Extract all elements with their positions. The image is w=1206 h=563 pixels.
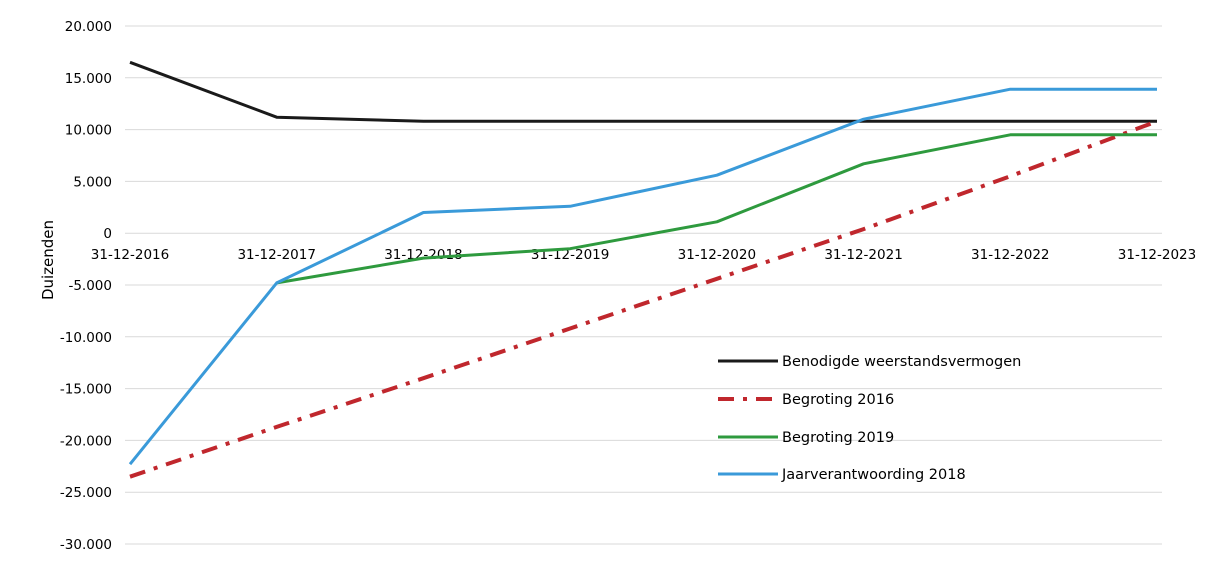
series-line-3: [128, 87, 1157, 466]
x-tick-label: 31-12-2016: [91, 247, 169, 263]
x-tick-label: 31-12-2021: [824, 247, 902, 263]
y-tick-label: -25.000: [60, 485, 112, 501]
legend-label: Begroting 2019: [782, 430, 894, 446]
series-line-1: [129, 119, 1158, 479]
x-tick-label: 31-12-2018: [384, 247, 462, 263]
x-tick-label: 31-12-2020: [678, 247, 756, 263]
legend-label: Begroting 2016: [782, 392, 894, 408]
y-tick-label: 20.000: [65, 19, 112, 35]
y-tick-label: 15.000: [65, 71, 112, 87]
y-tick-label: 0: [103, 226, 112, 242]
legend: Benodigde weerstandsvermogen Begroting 20…: [718, 354, 1021, 483]
y-tick-label: 10.000: [65, 123, 112, 139]
legend-label: Benodigde weerstandsvermogen: [782, 354, 1021, 370]
x-axis-ticks: 31-12-2016 31-12-2017 31-12-2018 31-12-2019…: [91, 247, 1196, 263]
y-tick-label: -10.000: [60, 330, 112, 346]
series-lines: [128, 60, 1158, 479]
y-tick-label: -20.000: [60, 433, 112, 449]
y-tick-label: -15.000: [60, 382, 112, 398]
y-tick-label: 5.000: [73, 174, 112, 190]
x-tick-label: 31-12-2022: [971, 247, 1049, 263]
series-line-0: [129, 60, 1157, 123]
x-tick-label: 31-12-2023: [1118, 247, 1196, 263]
legend-label: Jaarverantwoording 2018: [781, 467, 966, 483]
x-tick-label: 31-12-2017: [237, 247, 315, 263]
y-axis-label: Duizenden: [39, 220, 57, 300]
series-line-2: [276, 133, 1157, 285]
y-tick-label: -30.000: [60, 537, 112, 553]
y-axis-ticks: 20.000 15.000 10.000 5.000 0 -5.000 -10.000 -15…: [60, 19, 112, 553]
gridlines: [125, 25, 1162, 545]
y-tick-label: -5.000: [68, 278, 112, 294]
